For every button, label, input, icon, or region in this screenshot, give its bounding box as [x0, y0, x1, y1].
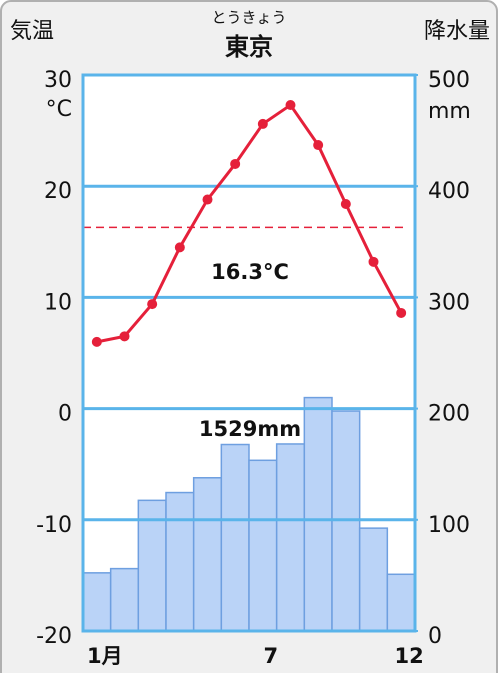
- bar: [303, 396, 333, 632]
- point: [257, 118, 268, 129]
- point: [202, 194, 213, 205]
- y2-unit: mm: [428, 99, 471, 124]
- point: [119, 331, 130, 342]
- point: [147, 299, 158, 310]
- bar: [248, 459, 278, 632]
- y-tick-label: 20: [44, 179, 72, 204]
- y2-tick-label: 200: [428, 402, 470, 427]
- y-tick-label: 10: [44, 290, 72, 315]
- point: [368, 256, 379, 267]
- total-label: 1529mm: [199, 417, 301, 441]
- bar: [109, 567, 140, 632]
- y2-tick-label: 100: [428, 513, 470, 538]
- y-tick-label: -20: [36, 624, 72, 649]
- y-axis-label: 気温: [10, 19, 54, 44]
- point: [396, 307, 407, 318]
- y-tick-label: -10: [36, 513, 72, 538]
- point: [313, 140, 324, 151]
- y2-tick-label: 0: [428, 624, 442, 649]
- x-tick-label: 1月: [87, 644, 123, 668]
- point: [230, 158, 241, 169]
- bar: [192, 477, 223, 632]
- mean-label: 16.3°C: [211, 260, 289, 284]
- chart-title: 東京: [225, 33, 273, 61]
- y2-tick-label: 400: [428, 179, 470, 204]
- x-tick-label: 12: [395, 644, 424, 668]
- y2-tick-label: 300: [428, 290, 470, 315]
- bar: [220, 443, 250, 632]
- y-tick-label: 30: [44, 68, 72, 93]
- y-unit: °C: [46, 97, 72, 122]
- chart-subtitle: とうきょう: [211, 9, 286, 27]
- bar: [165, 491, 195, 632]
- bar: [275, 443, 306, 632]
- point: [340, 198, 351, 209]
- line: [96, 102, 403, 344]
- point: [174, 242, 185, 253]
- bar: [82, 572, 112, 632]
- y2-axis-label: 降水量: [424, 19, 490, 44]
- bar: [358, 527, 389, 632]
- x-tick-label: 7: [264, 644, 279, 668]
- bar: [386, 573, 416, 632]
- y-tick-label: 0: [58, 402, 72, 427]
- y2-tick-label: 500: [428, 68, 470, 93]
- point: [91, 336, 102, 347]
- plot-frame: [81, 73, 417, 633]
- point: [285, 100, 296, 111]
